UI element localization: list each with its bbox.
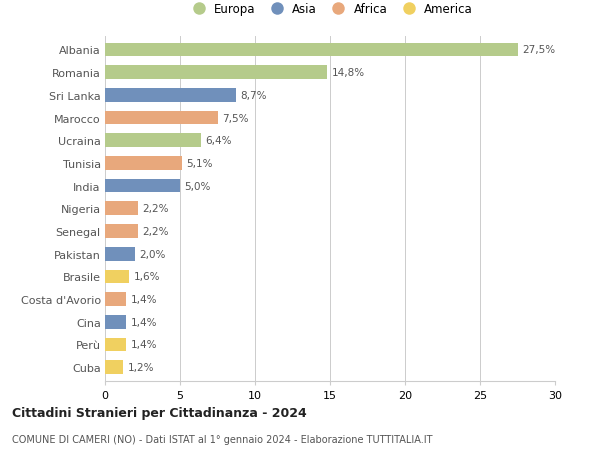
Text: 2,2%: 2,2% [143, 226, 169, 236]
Text: 6,4%: 6,4% [205, 136, 232, 146]
Bar [105, 134, 201, 148]
Text: COMUNE DI CAMERI (NO) - Dati ISTAT al 1° gennaio 2024 - Elaborazione TUTTITALIA.: COMUNE DI CAMERI (NO) - Dati ISTAT al 1°… [12, 434, 433, 444]
Bar [105, 315, 126, 329]
Bar [105, 89, 235, 102]
Text: 2,2%: 2,2% [143, 204, 169, 214]
Text: 1,2%: 1,2% [128, 363, 154, 372]
Text: 5,1%: 5,1% [186, 158, 212, 168]
Text: 1,4%: 1,4% [131, 340, 157, 350]
Bar [105, 247, 135, 261]
Text: 1,4%: 1,4% [131, 317, 157, 327]
Text: Cittadini Stranieri per Cittadinanza - 2024: Cittadini Stranieri per Cittadinanza - 2… [12, 406, 307, 419]
Bar [105, 293, 126, 306]
Bar [105, 112, 218, 125]
Bar [105, 225, 138, 238]
Text: 8,7%: 8,7% [240, 90, 266, 101]
Text: 1,4%: 1,4% [131, 294, 157, 304]
Text: 2,0%: 2,0% [139, 249, 166, 259]
Text: 14,8%: 14,8% [331, 68, 365, 78]
Text: 7,5%: 7,5% [222, 113, 248, 123]
Bar [105, 66, 327, 80]
Legend: Europa, Asia, Africa, America: Europa, Asia, Africa, America [187, 3, 473, 16]
Text: 1,6%: 1,6% [133, 272, 160, 282]
Text: 5,0%: 5,0% [185, 181, 211, 191]
Bar [105, 157, 182, 170]
Bar [105, 338, 126, 352]
Bar [105, 361, 123, 374]
Bar [105, 202, 138, 216]
Bar [105, 44, 517, 57]
Text: 27,5%: 27,5% [522, 45, 555, 55]
Bar [105, 270, 129, 284]
Bar [105, 179, 180, 193]
